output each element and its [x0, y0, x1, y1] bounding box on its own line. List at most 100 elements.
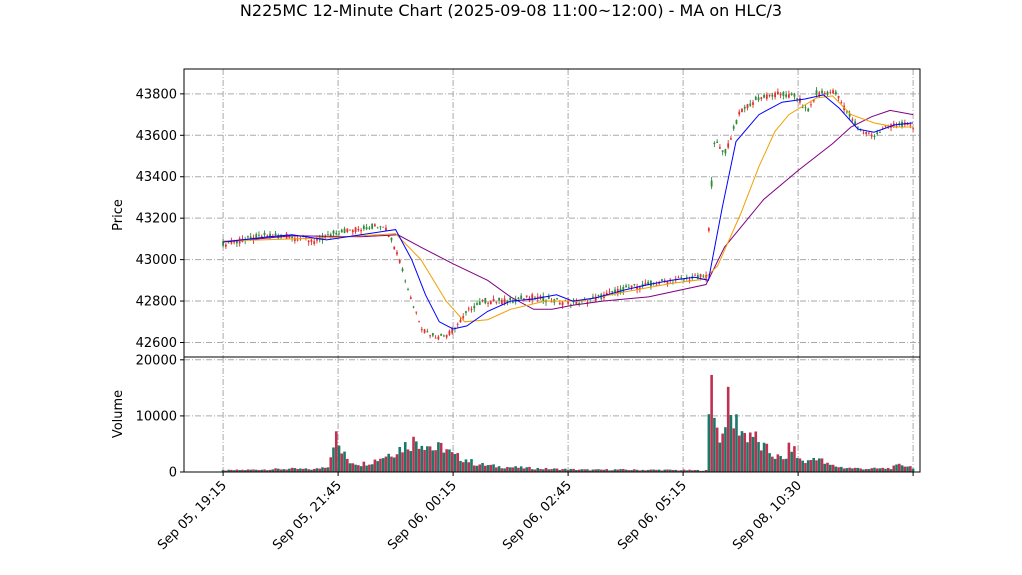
- volume-bar: [688, 469, 691, 472]
- candle-body: [338, 233, 340, 235]
- candle-body: [451, 328, 454, 334]
- candle-body: [456, 324, 459, 325]
- volume-bar: [519, 466, 523, 472]
- volume-bar: [398, 446, 402, 472]
- price-tick-label: 43200: [136, 212, 177, 227]
- volume-bar: [729, 414, 733, 472]
- volume-bar: [757, 442, 760, 472]
- candle-body: [500, 299, 503, 305]
- candle-body: [379, 226, 382, 228]
- volume-bar: [329, 457, 333, 472]
- volume-bar: [265, 470, 269, 472]
- volume-bar: [906, 466, 909, 472]
- candle-body: [376, 227, 379, 229]
- volume-bar: [892, 465, 896, 472]
- volume-bar: [726, 386, 730, 472]
- candle-body: [547, 296, 550, 299]
- candle-body: [832, 90, 834, 94]
- volume-bar: [373, 459, 377, 472]
- volume-bar: [528, 466, 531, 472]
- volume-bar: [406, 449, 410, 472]
- candle-body: [354, 227, 357, 233]
- volume-bar: [564, 468, 567, 472]
- price-plot-frame: [183, 68, 921, 358]
- candle-body: [437, 336, 440, 340]
- candle-body: [523, 298, 525, 301]
- volume-bar: [263, 469, 266, 472]
- x-tick-label: Sep 06, 02:45: [500, 478, 575, 553]
- candle-body: [765, 94, 768, 99]
- candle-body: [826, 91, 829, 95]
- candle-body: [605, 293, 608, 296]
- volume-grid: [184, 357, 920, 473]
- candle-body: [327, 234, 329, 236]
- candle-body: [854, 121, 857, 126]
- volume-bar: [721, 433, 724, 472]
- volume-bar: [699, 470, 702, 472]
- candle-body: [398, 259, 401, 263]
- x-tick-label: Sep 06, 05:15: [615, 478, 690, 553]
- candle-body: [236, 240, 238, 244]
- volume-bar: [663, 469, 666, 472]
- volume-bar: [282, 469, 286, 472]
- candle-body: [796, 98, 799, 100]
- candle-body: [754, 96, 757, 100]
- volume-bar: [246, 469, 250, 472]
- candle-body: [351, 230, 354, 233]
- candle-body: [360, 230, 362, 232]
- volume-bar: [873, 467, 876, 472]
- candle-body: [340, 229, 343, 233]
- candle-body: [821, 90, 823, 94]
- candle-body: [329, 234, 332, 237]
- volume-bar: [467, 462, 471, 472]
- volume-bar: [401, 452, 404, 472]
- candle-body: [898, 123, 901, 125]
- candle-body: [699, 274, 702, 277]
- volume-bar: [591, 469, 595, 472]
- volume-bar: [652, 469, 655, 472]
- volume-bar: [412, 436, 415, 472]
- candle-body: [845, 111, 848, 113]
- volume-bar: [277, 468, 280, 472]
- volume-bar: [649, 469, 653, 472]
- volume-bar: [702, 470, 705, 472]
- candle-body: [644, 282, 647, 285]
- volume-bar: [461, 462, 465, 472]
- volume-bar: [249, 469, 252, 472]
- candle-body: [799, 98, 801, 103]
- candle-body: [556, 297, 558, 299]
- volume-bar: [580, 469, 584, 472]
- volume-bar: [530, 469, 534, 472]
- candle-body: [371, 223, 374, 229]
- candle-body: [716, 141, 719, 143]
- volume-bar: [898, 463, 901, 472]
- volume-bar: [489, 464, 493, 472]
- volume-bar: [376, 461, 379, 472]
- candle-body: [768, 95, 771, 97]
- candle-body: [525, 295, 528, 297]
- volume-bar: [691, 470, 694, 472]
- candle-body: [230, 240, 233, 244]
- volume-bar: [668, 469, 672, 472]
- candle-body: [374, 224, 376, 227]
- volume-bar: [685, 470, 689, 472]
- candle-body: [732, 126, 735, 129]
- volume-bar: [823, 463, 827, 472]
- volume-bar: [619, 469, 622, 472]
- candle-body: [534, 297, 536, 299]
- candle-body: [249, 236, 252, 240]
- candle-body: [592, 296, 594, 298]
- candle-body: [420, 329, 423, 330]
- volume-bar: [428, 446, 432, 472]
- volume-bar: [605, 469, 609, 472]
- volume-bar: [641, 469, 644, 472]
- candle-body: [396, 252, 398, 255]
- candle-body: [498, 298, 500, 301]
- candle-body: [638, 287, 641, 290]
- volume-bar: [403, 442, 407, 472]
- volume-bar: [254, 469, 258, 472]
- candle-body: [677, 277, 680, 279]
- candle-body: [459, 319, 462, 323]
- candle-body: [476, 303, 478, 305]
